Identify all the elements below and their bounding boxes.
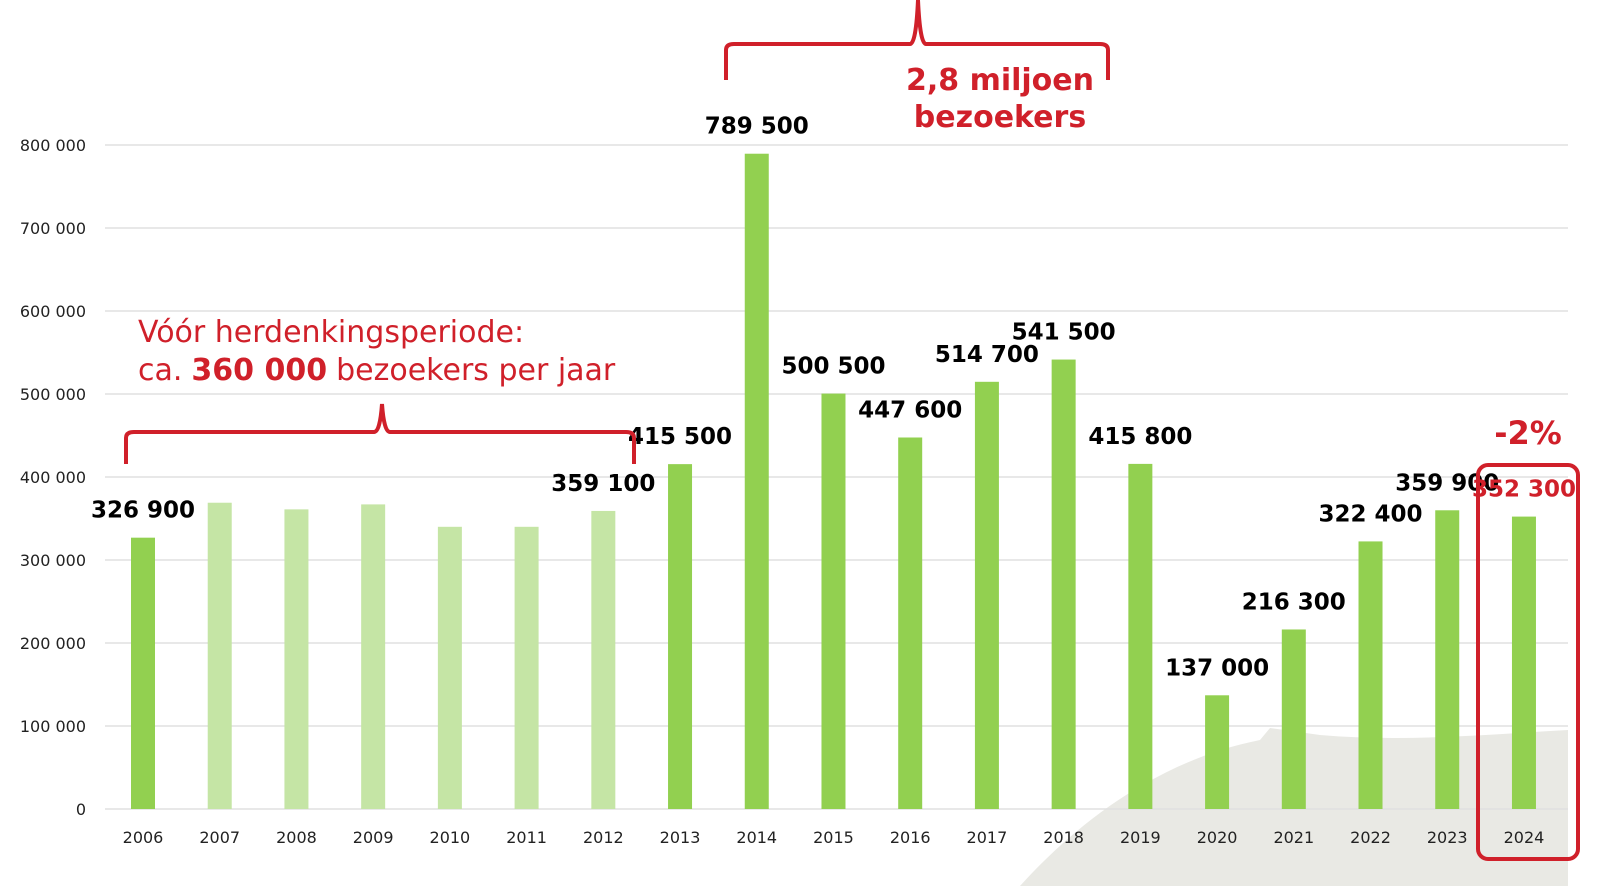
bar — [515, 527, 539, 809]
y-tick-label: 800 000 — [20, 136, 86, 155]
bracket-pre — [126, 404, 634, 464]
value-label: 359 100 — [551, 471, 655, 497]
value-label: 322 400 — [1319, 501, 1423, 527]
x-tick-label: 2012 — [583, 828, 624, 847]
value-label: 789 500 — [705, 114, 809, 140]
bar — [821, 394, 845, 809]
y-tick-label: 300 000 — [20, 551, 86, 570]
y-tick-label: 400 000 — [20, 468, 86, 487]
annotation-text: bezoekers per jaar — [336, 353, 616, 388]
bar — [1512, 517, 1536, 809]
bar — [975, 382, 999, 809]
x-tick-label: 2013 — [660, 828, 701, 847]
annotation: Vóór herdenkingsperiode: — [138, 315, 524, 350]
x-tick-label: 2023 — [1427, 828, 1468, 847]
x-tick-label: 2024 — [1504, 828, 1545, 847]
bars: 2006 326 900 2007 2008 2009 2010 2011 2012 359 1… — [91, 114, 1576, 847]
x-tick-label: 2006 — [123, 828, 164, 847]
annotation-text: 360 000 — [191, 353, 327, 388]
bar — [208, 503, 232, 809]
x-tick-label: 2021 — [1273, 828, 1314, 847]
bar — [1128, 464, 1152, 809]
annotation-text: bezoekers — [914, 100, 1086, 135]
value-label: 415 500 — [628, 424, 732, 450]
y-tick-label: 500 000 — [20, 385, 86, 404]
x-tick-label: 2008 — [276, 828, 317, 847]
annotation: ca. 360 000 bezoekers per jaar — [138, 353, 616, 388]
value-label: 500 500 — [781, 354, 885, 380]
x-tick-label: 2019 — [1120, 828, 1161, 847]
bar — [1052, 360, 1076, 809]
bar — [745, 154, 769, 809]
value-label: 326 900 — [91, 498, 195, 524]
y-tick-label: 700 000 — [20, 219, 86, 238]
bar — [284, 509, 308, 809]
x-tick-label: 2015 — [813, 828, 854, 847]
x-tick-label: 2009 — [353, 828, 394, 847]
bar — [668, 464, 692, 809]
bar — [898, 437, 922, 809]
bar — [361, 504, 385, 809]
y-tick-label: 600 000 — [20, 302, 86, 321]
bar — [591, 511, 615, 809]
bar — [1205, 695, 1229, 809]
value-label: 415 800 — [1088, 424, 1192, 450]
x-tick-label: 2011 — [506, 828, 547, 847]
bar — [131, 538, 155, 809]
annotation-text: Vóór herdenkingsperiode: — [138, 315, 524, 350]
value-label: 541 500 — [1012, 320, 1116, 346]
x-tick-label: 2017 — [967, 828, 1008, 847]
value-label: 216 300 — [1242, 589, 1346, 615]
annotation-text: 2,8 miljoen — [906, 63, 1094, 98]
x-tick-label: 2010 — [430, 828, 471, 847]
y-tick-label: 0 — [76, 800, 86, 819]
x-tick-label: 2018 — [1043, 828, 1084, 847]
bar — [1282, 629, 1306, 809]
y-tick-label: 200 000 — [20, 634, 86, 653]
x-tick-label: 2020 — [1197, 828, 1238, 847]
bar — [1435, 510, 1459, 809]
x-tick-label: 2007 — [199, 828, 240, 847]
value-label: 137 000 — [1165, 655, 1269, 681]
bar — [1359, 541, 1383, 809]
chart: 0 100 000 200 000 300 000 400 000 500 000 600 … — [0, 0, 1614, 886]
annotation-text: -2% — [1494, 414, 1562, 452]
x-tick-label: 2016 — [890, 828, 931, 847]
annotation-text: ca. — [138, 353, 182, 388]
value-label: 447 600 — [858, 397, 962, 423]
value-label: 514 700 — [935, 342, 1039, 368]
bar — [438, 527, 462, 809]
value-label: 352 300 — [1472, 477, 1576, 503]
x-tick-label: 2022 — [1350, 828, 1391, 847]
grid: 0 100 000 200 000 300 000 400 000 500 000 600 … — [20, 136, 1568, 819]
y-tick-label: 100 000 — [20, 717, 86, 736]
x-tick-label: 2014 — [736, 828, 777, 847]
